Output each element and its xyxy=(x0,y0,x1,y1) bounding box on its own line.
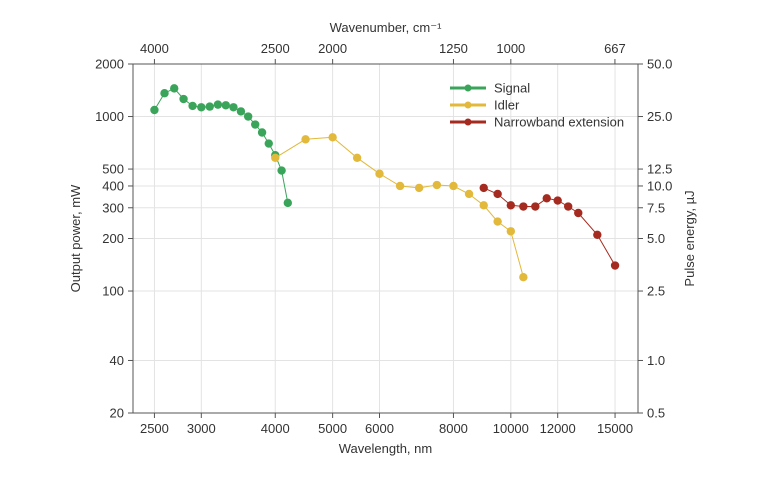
data-point xyxy=(395,181,405,191)
data-point xyxy=(479,201,488,210)
legend-swatch-marker xyxy=(464,84,472,92)
data-point xyxy=(493,217,502,226)
data-point xyxy=(464,189,474,199)
data-point xyxy=(179,94,188,104)
x-axis-title: Wavelength, nm xyxy=(339,441,432,456)
y-tick-label: 100 xyxy=(102,284,124,299)
legend-label: Idler xyxy=(494,98,520,113)
legend-label: Signal xyxy=(494,81,530,96)
y-axis-title: Output power, mW xyxy=(68,184,83,292)
data-point xyxy=(205,102,214,111)
data-point xyxy=(593,230,602,240)
y-tick-label: 400 xyxy=(102,178,124,193)
x-tick-label: 8000 xyxy=(439,421,468,436)
y-tick-label: 200 xyxy=(102,231,124,246)
data-point xyxy=(432,180,442,190)
data-point xyxy=(574,208,583,218)
series-layer xyxy=(150,84,620,282)
data-point xyxy=(506,227,516,236)
top-axis-title: Wavenumber, cm⁻¹ xyxy=(330,20,443,35)
y-tick-label: 1000 xyxy=(95,109,124,124)
data-point xyxy=(519,202,528,211)
data-point xyxy=(519,273,528,282)
right-tick-label: 0.5 xyxy=(647,406,665,421)
y-tick-label: 2000 xyxy=(95,57,124,72)
data-point xyxy=(531,202,540,211)
right-tick-label: 10.0 xyxy=(647,178,672,193)
data-point xyxy=(257,128,267,137)
data-point xyxy=(283,198,293,208)
right-axis-title: Pulse energy, µJ xyxy=(682,190,697,286)
y-tick-label: 20 xyxy=(110,406,124,421)
series-1 xyxy=(271,133,528,282)
data-point xyxy=(449,181,458,191)
data-point xyxy=(251,120,260,129)
right-axis: 0.5 1.0 2.5 5.0 7.5 10.012.5 25.0 50.0 xyxy=(638,57,672,421)
legend: Signal Idler Narrowband extension xyxy=(450,81,624,130)
top-tick-label: 1250 xyxy=(439,41,468,56)
data-point xyxy=(236,107,246,116)
x-tick-label: 10000 xyxy=(493,421,529,436)
x-axis: 2500 3000 4000 5000 6000 8000 10000 12000 15000 xyxy=(140,413,633,436)
right-tick-label: 12.5 xyxy=(647,162,672,177)
y-tick-label: 300 xyxy=(102,200,124,215)
data-point xyxy=(197,103,206,112)
right-tick-label: 1.0 xyxy=(647,353,665,368)
y-tick-label: 40 xyxy=(110,353,124,368)
data-point xyxy=(264,139,273,148)
x-tick-label: 6000 xyxy=(365,421,394,436)
data-point xyxy=(170,84,179,93)
data-point xyxy=(479,183,488,193)
data-point xyxy=(277,166,286,175)
data-point xyxy=(563,202,573,211)
data-point xyxy=(188,101,197,111)
data-point xyxy=(610,261,620,270)
series-0 xyxy=(150,84,293,208)
right-tick-label: 25.0 xyxy=(647,109,672,124)
data-point xyxy=(542,194,551,203)
data-point xyxy=(414,183,424,193)
data-point xyxy=(493,189,502,199)
series-2 xyxy=(479,183,620,270)
legend-swatch-marker xyxy=(464,118,472,126)
right-tick-label: 5.0 xyxy=(647,231,665,246)
legend-label: Narrowband extension xyxy=(494,115,624,130)
right-tick-label: 2.5 xyxy=(647,284,665,299)
x-tick-label: 4000 xyxy=(261,421,290,436)
top-tick-label: 2000 xyxy=(318,41,347,56)
top-tick-label: 4000 xyxy=(140,41,169,56)
data-point xyxy=(221,101,231,110)
data-point xyxy=(375,169,384,178)
data-point xyxy=(213,100,223,109)
x-tick-label: 2500 xyxy=(140,421,169,436)
data-point xyxy=(328,133,337,142)
right-tick-label: 50.0 xyxy=(647,57,672,72)
top-tick-label: 1000 xyxy=(496,41,525,56)
right-tick-label: 7.5 xyxy=(647,200,665,215)
x-tick-label: 5000 xyxy=(318,421,347,436)
data-point xyxy=(506,201,516,210)
x-tick-label: 3000 xyxy=(187,421,216,436)
top-tick-label: 667 xyxy=(604,41,626,56)
data-point xyxy=(271,153,280,163)
y-tick-label: 500 xyxy=(102,162,124,177)
data-point xyxy=(160,89,169,98)
x-tick-label: 12000 xyxy=(540,421,576,436)
data-point xyxy=(301,135,310,144)
top-axis: 4000 2500 2000 1250 1000 667 xyxy=(140,41,626,64)
data-point xyxy=(352,153,362,163)
top-tick-label: 2500 xyxy=(261,41,290,56)
data-point xyxy=(553,196,562,205)
data-point xyxy=(150,105,159,115)
legend-swatch-marker xyxy=(464,101,472,109)
x-tick-label: 15000 xyxy=(597,421,633,436)
data-point xyxy=(229,103,238,112)
data-point xyxy=(243,112,253,121)
